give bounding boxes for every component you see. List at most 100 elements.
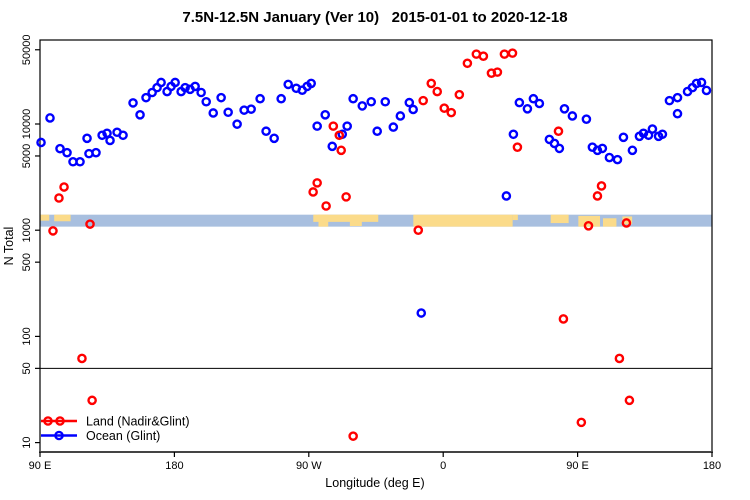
land-data-point [583,221,594,231]
land-data-point [348,431,358,441]
ocean-data-point [372,126,382,137]
ocean-data-point [312,121,322,131]
ocean-data-point [62,147,72,158]
legend-marker-land [43,416,53,426]
ocean-data-point [45,113,55,123]
ocean-data-point [147,87,157,98]
x-axis-title: Longitude (deg E) [325,476,425,490]
x-tick-label: 0 [440,460,446,472]
ocean-data-point [404,97,415,108]
ocean-data-point [232,119,242,129]
legend-label-ocean: Ocean (Glint) [86,429,160,443]
ocean-data-point [559,104,570,114]
land-data-point [59,182,69,192]
y-tick-label: 1000 [21,218,33,242]
ocean-data-point [672,92,683,103]
land-data-point [87,395,97,406]
map-band-land-patch [313,214,379,222]
legend-label-land: Land (Nadir&Glint) [86,415,190,429]
land-data-point [446,107,457,118]
land-data-point [432,86,443,97]
y-tick-label: 10 [21,436,33,448]
ocean-data-point [638,128,649,139]
ocean-data-point [170,77,180,88]
ocean-data-point [592,145,603,156]
ocean-data-point [408,104,418,115]
ocean-data-point [549,138,560,149]
ocean-data-point [246,104,256,114]
map-band-land-patch [40,214,50,221]
ocean-data-point [501,191,512,201]
ocean-data-point [156,77,166,88]
land-data-point [553,126,564,137]
ocean-data-point [105,135,115,146]
land-data-point [413,225,424,235]
ocean-data-point [514,97,525,108]
ocean-data-point [82,133,92,144]
ocean-data-point [612,154,623,165]
ocean-data-point [135,110,145,120]
ocean-data-point [672,108,683,119]
land-data-point [499,49,510,59]
land-data-point [418,95,428,106]
land-data-point [462,58,473,69]
land-data-point [576,417,587,428]
ocean-data-point [320,110,331,120]
land-data-point [492,67,503,77]
ocean-data-point [618,132,629,143]
ocean-data-point [366,96,377,107]
land-data-point [439,103,450,113]
ocean-data-point [261,126,271,137]
land-data-point [336,145,347,156]
land-data-point [512,142,523,152]
x-tick-label: 90 E [566,460,589,472]
ocean-data-point [306,78,316,89]
ocean-data-point [627,145,638,156]
ocean-data-point [128,98,138,108]
ocean-data-point [657,129,668,140]
ocean-data-point [180,82,190,93]
chart-title: 7.5N-12.5N January (Ver 10) 2015-01-01 t… [182,9,568,26]
x-tick-label: 180 [165,460,183,472]
ocean-data-point [696,77,707,88]
ocean-data-point [508,129,519,140]
ocean-data-point [416,308,427,318]
legend-marker-land [55,416,65,426]
x-tick-label: 180 [703,460,721,472]
land-data-point [321,201,331,211]
ocean-data-point [664,95,675,106]
ocean-data-point [97,130,107,141]
ocean-data-point [701,85,712,96]
legend-marker-ocean [54,430,64,441]
land-data-point [592,191,603,201]
ocean-data-point [91,147,101,158]
land-data-point [48,226,58,236]
ocean-data-point [691,78,702,89]
land-data-point [454,89,465,100]
ocean-data-point [255,93,265,104]
y-axis-title: N Total [2,226,16,266]
ocean-data-point [283,79,293,90]
ocean-data-point [269,133,279,144]
ocean-data-point [395,111,406,121]
ocean-data-point [380,96,391,107]
y-tick-label: 50 [21,362,33,374]
map-band-land-patch [413,214,513,227]
land-data-point [621,218,632,228]
ocean-data-point [216,92,226,103]
land-data-point [328,121,339,131]
land-data-point [77,353,87,364]
ocean-data-point [647,124,658,134]
map-band-land-patch [602,218,617,227]
land-data-point [596,181,607,191]
ocean-data-point [223,107,233,118]
land-data-point [614,353,625,364]
y-tick-label: 500 [21,253,33,271]
map-band-land-patch [349,214,362,227]
ocean-data-point [190,81,200,92]
y-tick-label: 100 [21,327,33,345]
ocean-data-point [327,141,338,152]
ocean-data-point [75,156,85,167]
